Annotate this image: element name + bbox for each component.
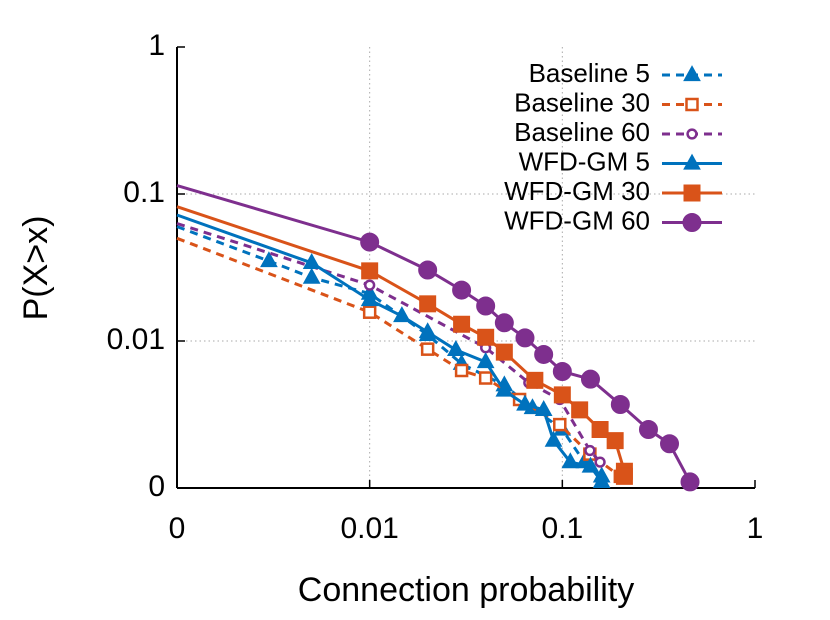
legend-label: WFD-GM 60 — [504, 205, 650, 235]
marker — [526, 371, 544, 389]
marker — [360, 232, 380, 252]
marker — [534, 344, 554, 364]
legend-marker — [683, 184, 701, 202]
marker — [495, 380, 514, 397]
legend-label: Baseline 5 — [529, 58, 650, 88]
marker — [516, 394, 534, 411]
y-axis-label: P(X>x) — [17, 216, 55, 321]
marker — [454, 363, 469, 378]
marker — [495, 343, 513, 361]
series-line — [176, 205, 626, 477]
marker — [534, 400, 553, 416]
marker — [419, 295, 437, 313]
marker — [553, 386, 571, 404]
series-line — [176, 222, 602, 464]
marker — [494, 313, 514, 333]
marker — [594, 456, 606, 468]
x-tick-label: 0.1 — [541, 512, 583, 545]
legend-label: Baseline 60 — [514, 117, 650, 147]
marker — [478, 371, 493, 385]
marker — [418, 260, 438, 280]
y-tick-label: 0.1 — [123, 176, 165, 209]
x-tick-label: 1 — [747, 512, 764, 545]
y-tick-label: 0 — [148, 470, 165, 503]
marker — [584, 444, 596, 457]
marker — [660, 434, 680, 454]
marker — [302, 267, 321, 284]
marker — [393, 306, 411, 323]
x-tick-label: 0.01 — [340, 512, 398, 545]
marker — [638, 420, 658, 440]
marker — [580, 369, 600, 389]
legend-marker — [686, 128, 698, 140]
marker — [260, 251, 278, 268]
marker — [606, 432, 624, 450]
legend-label: WFD-GM 5 — [519, 146, 650, 176]
marker — [418, 322, 437, 339]
x-axis-label: Connection probability — [298, 571, 634, 609]
legend-marker — [683, 65, 701, 82]
marker — [552, 362, 572, 382]
marker — [615, 467, 633, 485]
y-tick-label: 1 — [148, 29, 165, 62]
marker — [420, 342, 435, 356]
marker — [476, 352, 495, 369]
legend-label: Baseline 30 — [514, 87, 650, 117]
y-tick-label: 0.01 — [107, 323, 165, 356]
legend-marker — [685, 97, 699, 112]
marker — [360, 290, 379, 307]
legend-label: WFD-GM 30 — [504, 176, 650, 206]
series-line — [176, 225, 603, 478]
marker — [364, 279, 376, 291]
marker — [302, 253, 321, 269]
legend-marker — [683, 153, 701, 170]
marker — [561, 452, 580, 469]
marker — [515, 328, 535, 348]
marker — [361, 262, 379, 280]
marker — [680, 472, 700, 492]
marker — [477, 328, 495, 346]
marker — [610, 394, 630, 414]
marker — [544, 430, 563, 447]
marker — [446, 340, 465, 356]
marker — [362, 305, 377, 319]
marker — [452, 280, 472, 300]
marker — [591, 421, 609, 439]
marker — [581, 456, 600, 473]
marker — [453, 315, 471, 333]
marker — [476, 296, 496, 316]
marker — [553, 417, 567, 432]
legend-marker — [682, 213, 702, 232]
marker — [571, 401, 589, 419]
marker — [592, 472, 611, 489]
x-tick-label: 0 — [169, 512, 186, 545]
